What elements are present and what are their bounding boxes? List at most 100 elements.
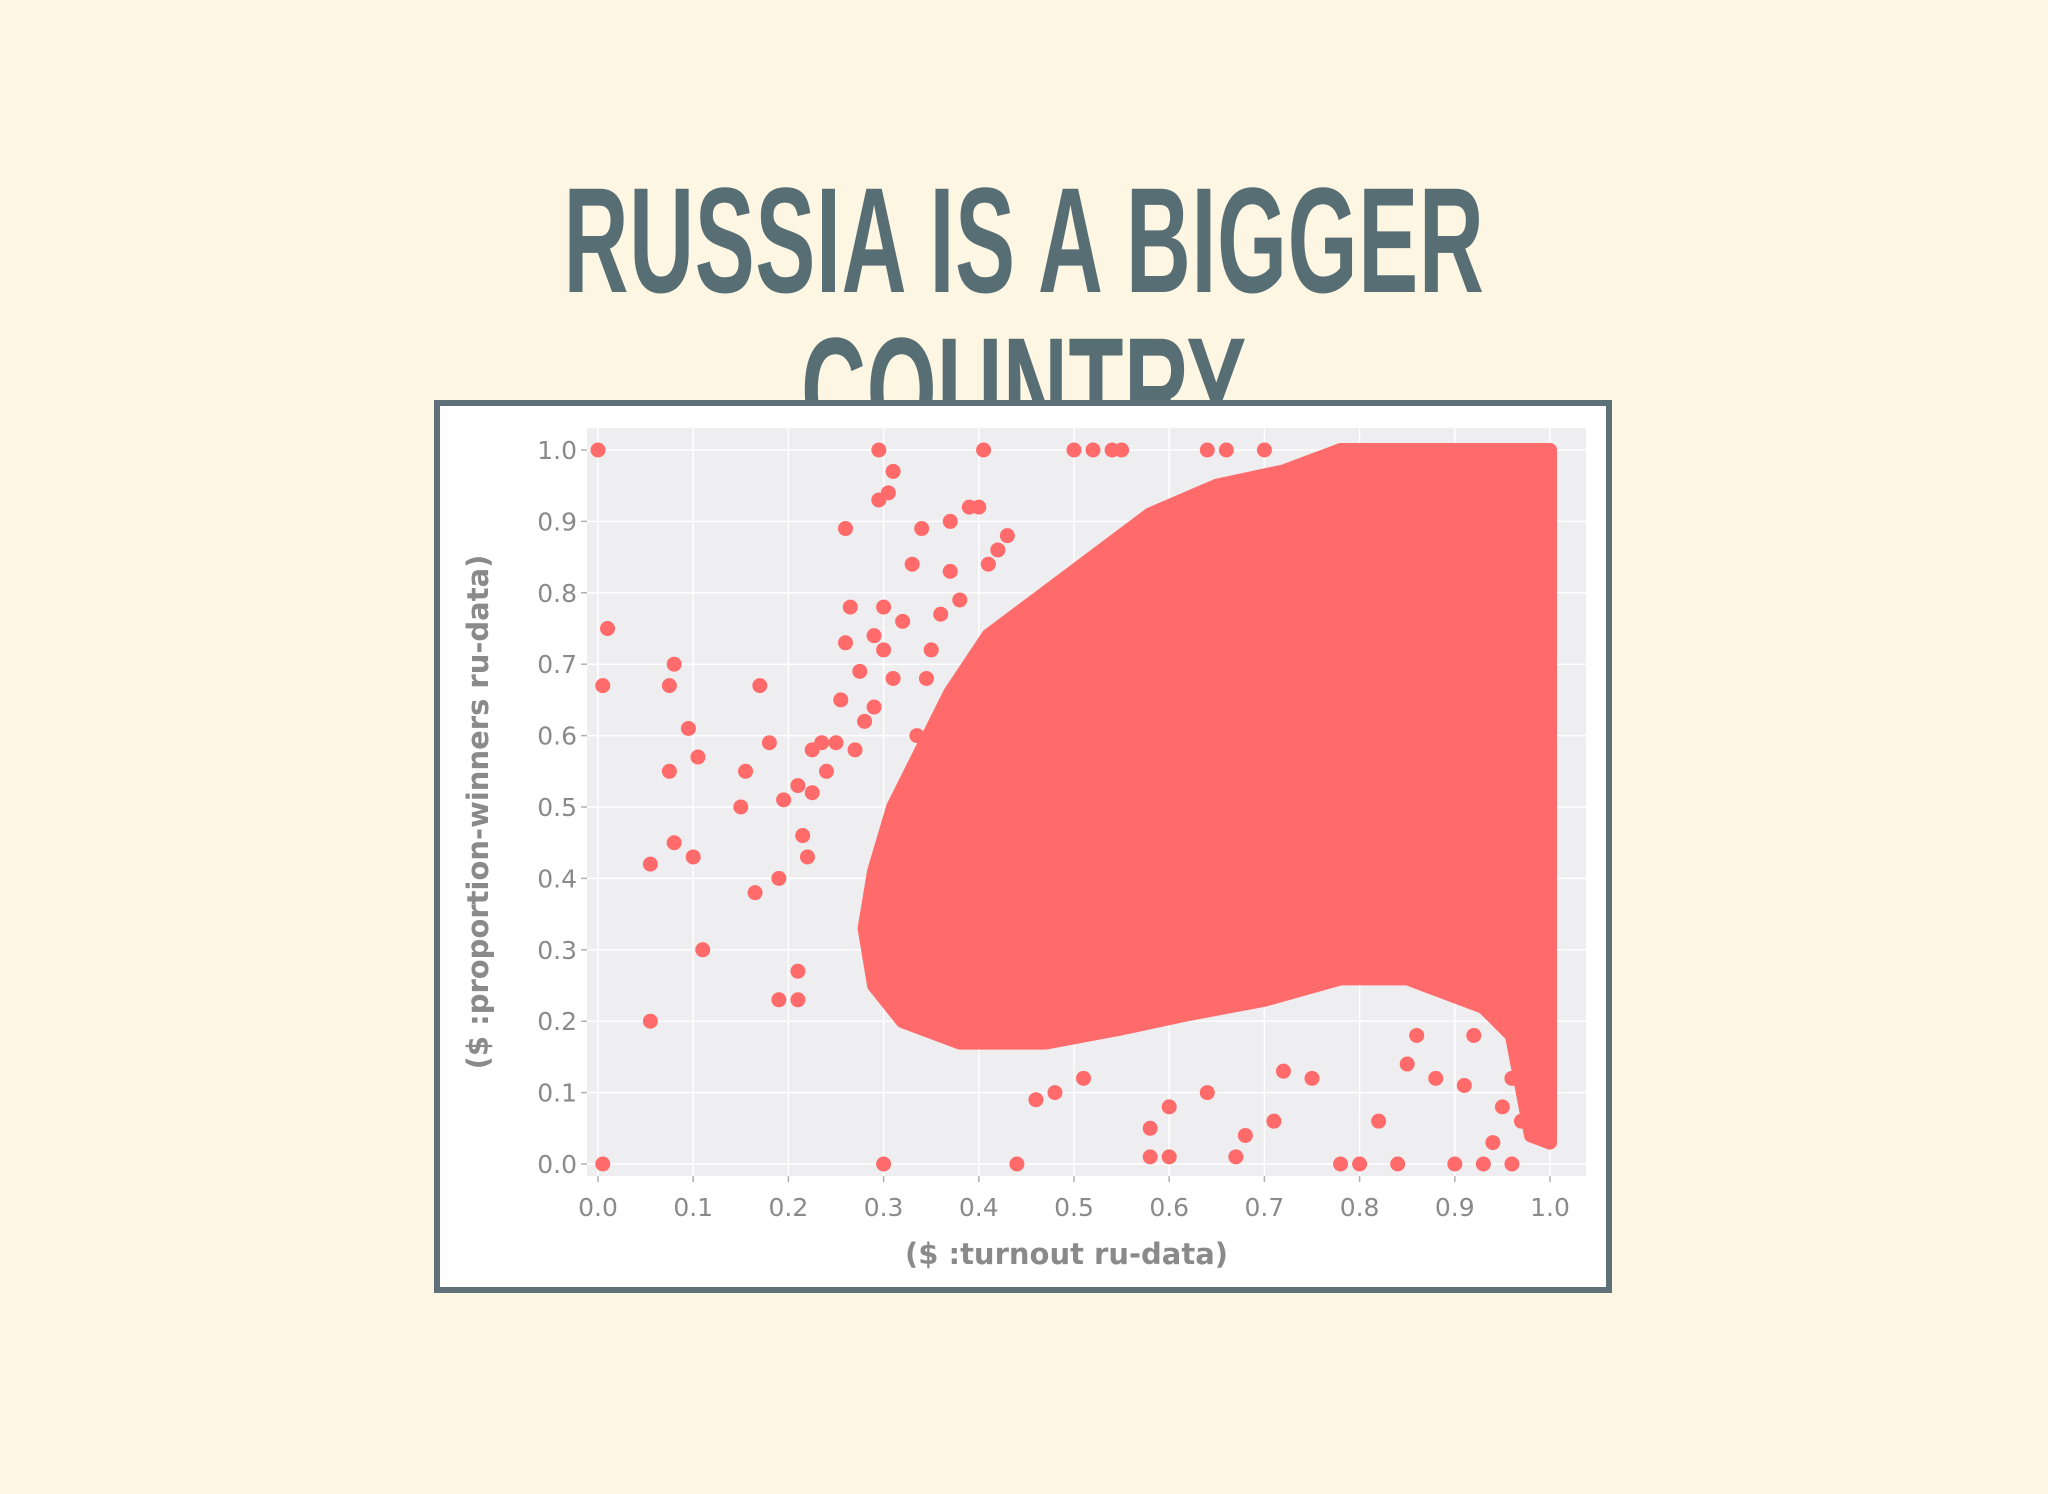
scatter-point [771,870,787,886]
scatter-point [1142,1149,1158,1165]
scatter-points [590,442,1557,1172]
scatter-point [857,713,873,729]
scatter-point [771,992,787,1008]
x-tick-label: 0.2 [769,1193,809,1222]
x-tick-label: 0.7 [1245,1193,1285,1222]
scatter-point [866,628,882,644]
scatter-point [1142,1120,1158,1136]
y-tick-label: 0.8 [537,579,577,608]
dense-point-cloud [857,443,1557,1150]
scatter-point [761,735,777,751]
x-tick-label: 0.5 [1054,1193,1094,1222]
scatter-point [909,728,925,744]
y-tick-label: 0.3 [537,936,577,965]
scatter-point [642,1013,658,1029]
scatter-point [685,849,701,865]
scatter-point [695,942,711,958]
scatter-point [1390,1156,1406,1172]
scatter-point [1256,442,1272,458]
scatter-point [1161,1099,1177,1115]
scatter-point [852,663,868,679]
scatter-point [838,521,854,537]
scatter-chart: 0.0 0.1 0.2 0.3 0.4 0.5 0.6 0.7 0.8 0.9 1.0 0.0 0.1 0… [461,428,1586,1271]
scatter-point [1399,1056,1415,1072]
x-tick-label: 0.3 [864,1193,904,1222]
x-tick-label: 0.9 [1435,1193,1475,1222]
scatter-point [971,499,987,515]
scatter-point [876,599,892,615]
x-tick-label: 0.0 [578,1193,618,1222]
scatter-point [876,642,892,658]
scatter-point [1494,1099,1510,1115]
scatter-point [980,556,996,572]
y-tick-label: 0.7 [537,650,577,679]
scatter-point [1009,1156,1025,1172]
scatter-point [799,849,815,865]
scatter-point [923,642,939,658]
scatter-point [790,992,806,1008]
scatter-point [1237,1127,1253,1143]
y-tick-label: 1.0 [537,436,577,465]
scatter-point [828,735,844,751]
scatter-point [1409,1027,1425,1043]
scatter-point [842,599,858,615]
scatter-point [895,613,911,629]
scatter-point [942,513,958,529]
y-tick-label: 0.1 [537,1079,577,1108]
y-tick-label: 0.9 [537,507,577,536]
scatter-point [952,592,968,608]
y-tick-label: 0.0 [537,1150,577,1179]
slide-title: RUSSIA IS A BIGGER COUNTRY [563,156,1485,474]
scatter-point [885,670,901,686]
scatter-point [1513,1113,1529,1129]
x-tick-label: 1.0 [1530,1193,1570,1222]
x-axis-label: ($ :turnout ru-data) [905,1237,1228,1271]
scatter-point [990,542,1006,558]
scatter-point [880,485,896,501]
scatter-point [1047,1085,1063,1101]
scatter-point [1456,1077,1472,1093]
scatter-point [795,828,811,844]
scatter-point [1114,442,1130,458]
scatter-point [1504,1070,1520,1086]
scatter-point [1266,1113,1282,1129]
scatter-point [590,442,606,458]
scatter-point [595,678,611,694]
chart-frame: 0.0 0.1 0.2 0.3 0.4 0.5 0.6 0.7 0.8 0.9 1.0 0.0 0.1 0… [434,400,1612,1293]
scatter-point [1199,442,1215,458]
scatter-point [1475,1156,1491,1172]
scatter-point [818,763,834,779]
scatter-point [690,749,706,765]
y-tick-label: 0.4 [537,864,577,893]
scatter-point [1199,1085,1215,1101]
scatter-point [776,792,792,808]
scatter-point [747,885,763,901]
scatter-point [871,442,887,458]
scatter-point [1466,1027,1482,1043]
scatter-point [752,678,768,694]
scatter-point [1447,1156,1463,1172]
scatter-point [790,778,806,794]
scatter-point [666,835,682,851]
scatter-point [1333,1156,1349,1172]
x-tick-label: 0.1 [673,1193,713,1222]
scatter-point [866,699,882,715]
scatter-point [933,606,949,622]
scatter-point [733,799,749,815]
scatter-point [1428,1070,1444,1086]
scatter-point [1371,1113,1387,1129]
scatter-point [1085,442,1101,458]
x-tick-label: 0.6 [1149,1193,1189,1222]
x-tick-label: 0.8 [1340,1193,1380,1222]
y-tick-label: 0.6 [537,722,577,751]
scatter-point [847,742,863,758]
y-axis-label: ($ :proportion-winners ru-data) [461,555,495,1070]
y-tick-label: 0.5 [537,793,577,822]
scatter-point [1218,442,1234,458]
scatter-point [661,678,677,694]
scatter-point [1304,1070,1320,1086]
scatter-point [976,442,992,458]
scatter-point [1352,1156,1368,1172]
scatter-point [666,656,682,672]
x-tick-label: 0.4 [959,1193,999,1222]
